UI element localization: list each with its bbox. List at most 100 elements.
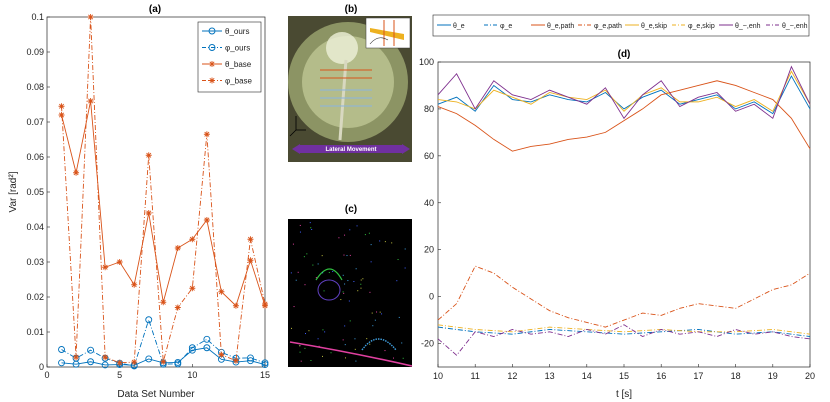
panel-d-series-line [437,265,811,328]
panel-b-photo: Lateral Movement [288,16,412,162]
panel-a-point-circle [188,346,196,354]
panel-a-point-circle [203,335,211,343]
panel-d-series-line [437,70,811,112]
panel-d-legend-entry: θ_e [453,23,465,30]
panel-a-ytick-label: 0.07 [26,117,44,127]
lateral-movement-caption: Lateral Movement [325,147,376,153]
panel-d-xtick-label: 19 [768,371,778,381]
panel-a-point-star [58,112,65,118]
panel-a-xtick-label: 15 [260,370,270,380]
panel-a-legend-entry: θ_base [225,60,252,69]
panel-d-ytick-label: 60 [424,151,434,161]
panel-a-point-star [203,217,210,223]
panel-d-xtick-label: 13 [545,371,555,381]
panel-d-axes [437,61,811,368]
panel-d-legend-entry: θ_~,enh [782,23,808,30]
panel-d-ytick-label: 100 [419,57,434,67]
panel-a-xtick-label: 5 [117,370,122,380]
panel-a-point-star [247,257,254,264]
panel-d-xtick-label: 20 [805,371,815,381]
panel-a-point-star [232,302,239,309]
panel-a-point-star [189,236,196,243]
panel-a-legend-entry: θ_ours [225,27,249,36]
panel-a-label: (a) [149,4,161,15]
panel-d-xtick-label: 12 [507,371,517,381]
panel-a-ytick-label: 0.1 [31,12,44,22]
panel-d-series-line [437,80,811,152]
panel-a-point-star [218,351,225,358]
panel-d-xtick-label: 18 [731,371,741,381]
panel-a-point-circle [203,344,211,352]
panel-a-xlabel: Data Set Number [117,389,195,400]
panel-d-legend-entry: θ_~,enh [735,23,761,30]
panel-a-point-star [145,210,152,216]
panel-d-series-line [437,65,811,120]
panel-a-point-star [102,354,109,361]
panel-a-point-star [189,285,196,292]
panel-a-legend-entry: φ_base [225,77,253,86]
panel-a-point-star [160,299,167,306]
panel-a-point-circle [145,316,153,324]
panel-d-legend-entry: θ_e,skip [641,23,667,30]
panel-d-legend-entry: φ_e [500,23,512,30]
panel-d-ytick-label: 0 [429,292,434,302]
panel-a-point-circle [247,357,254,365]
panel-d-xtick-label: 10 [433,371,443,381]
panel-a-point-circle [87,358,95,366]
panel-a-point-circle [261,361,269,368]
panel-c-event-image [288,219,413,367]
panel-a-point-circle [145,355,153,363]
panel-c-label: (c) [345,204,357,215]
panel-a-ytick-label: 0.08 [26,82,44,92]
panel-d-xtick-label: 11 [471,371,480,381]
panel-d-series-line [437,326,811,337]
panel-d-ytick-label: 80 [424,104,434,114]
panel-a-point-star [131,359,138,366]
panel-d-series-line [437,324,811,335]
panel-a-ytick-label: 0.04 [26,222,44,232]
panel-a-point-star [262,301,268,307]
panel-a-point-star [160,358,167,365]
panel-a-point-star [73,354,80,361]
panel-d-ytick-label: 20 [424,245,434,255]
panel-d-xlabel: t [s] [616,389,632,400]
panel-d-xtick-label: 15 [619,371,629,381]
panel-d-xtick-label: 16 [656,371,666,381]
panel-a-ylabel: Var [rad²] [8,171,19,212]
panel-a-point-star [58,103,65,110]
panel-a-point-star [174,245,181,251]
panel-d-legend-entry: φ_e,path [594,23,622,30]
panel-a-point-circle [58,359,65,367]
panel-a-point-star [73,169,80,176]
panel-d-ytick-label: -20 [421,339,434,349]
panel-a-ytick-label: 0.09 [26,47,44,57]
panel-a-ytick-label: 0.05 [26,187,44,197]
panel-a-xtick-label: 0 [44,370,49,380]
panel-a-ytick-label: 0.06 [26,152,44,162]
panel-a-point-star [87,14,94,20]
panel-a-xtick-label: 10 [187,370,197,380]
panel-a-ytick-label: 0.02 [26,292,44,302]
panel-a-point-star [203,131,210,138]
panel-d-label: (d) [618,49,631,60]
panel-a-point-circle [101,361,109,369]
panel-a-point-star [174,304,181,311]
panel-a-point-circle [188,344,196,352]
panel-d-series-line [437,75,811,115]
panel-a-point-star [218,288,225,295]
panel-d-xtick-label: 17 [693,371,703,381]
panel-a-point-star [232,357,239,364]
panel-d-legend: θ_e φ_e θ_e,path φ_e,path θ_e,skip φ_e,skip θ_… [432,14,810,37]
panel-d-legend-entry: φ_e,skip [688,23,715,30]
panel-a-point-circle [174,360,182,368]
panel-a-legend-entry: φ_ours [225,44,250,53]
panel-a-point-star [131,281,138,288]
panel-a-point-circle [261,359,269,367]
panel-a-point-star [116,359,123,366]
panel-a-point-star [145,152,152,159]
panel-d-xtick-label: 14 [582,371,592,381]
panel-d-legend-entry: θ_e,path [547,23,574,30]
panel-a-series-line [61,16,266,364]
panel-a-point-circle [247,354,254,362]
